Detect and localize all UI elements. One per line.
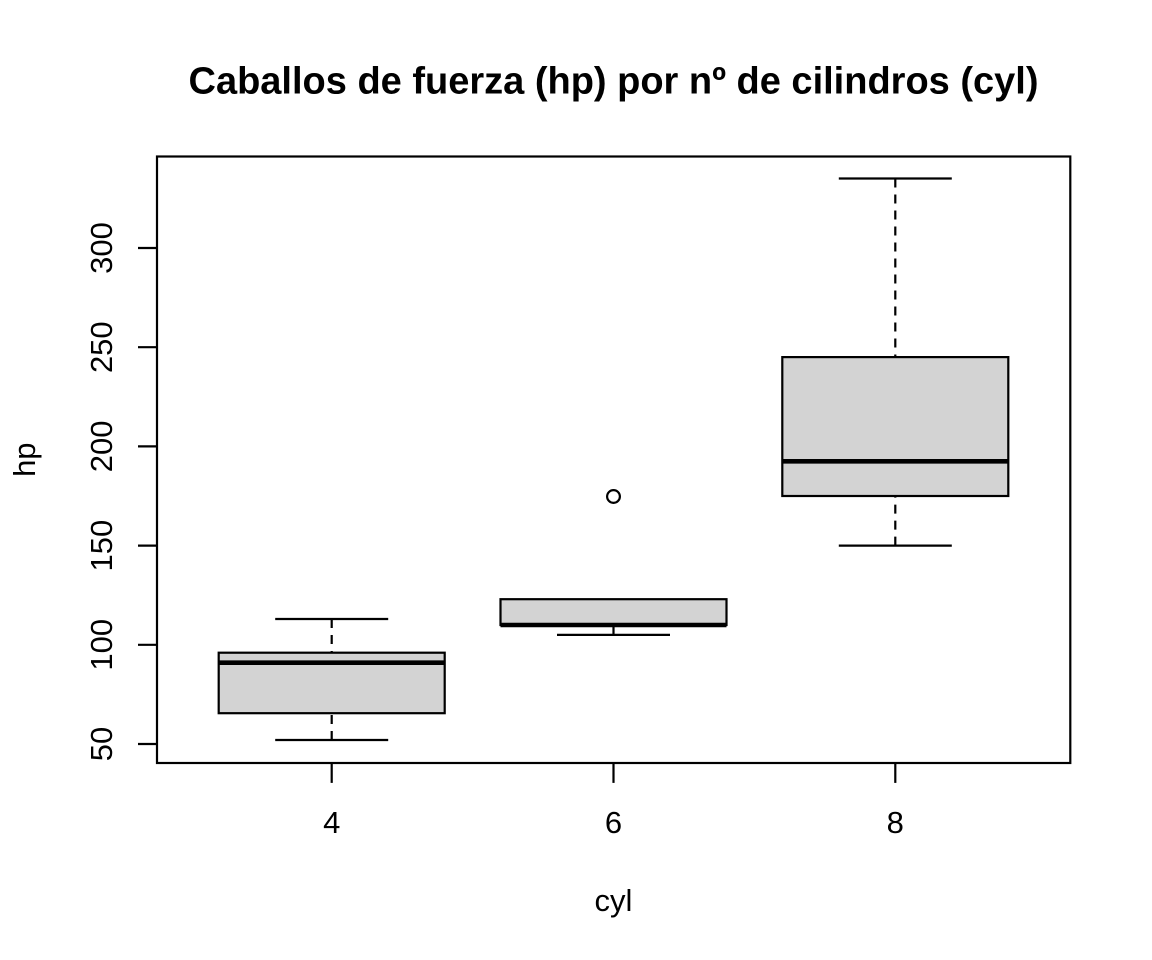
svg-text:4: 4 xyxy=(323,805,340,840)
svg-text:250: 250 xyxy=(84,321,119,373)
svg-text:150: 150 xyxy=(84,520,119,572)
svg-text:100: 100 xyxy=(84,619,119,671)
svg-text:hp: hp xyxy=(7,442,42,476)
svg-text:200: 200 xyxy=(84,421,119,473)
svg-text:50: 50 xyxy=(84,727,119,761)
svg-text:300: 300 xyxy=(84,222,119,274)
svg-text:6: 6 xyxy=(605,805,622,840)
svg-text:cyl: cyl xyxy=(595,883,633,918)
svg-text:Caballos de fuerza (hp) por nº: Caballos de fuerza (hp) por nº de cilind… xyxy=(189,60,1039,102)
svg-text:8: 8 xyxy=(887,805,904,840)
